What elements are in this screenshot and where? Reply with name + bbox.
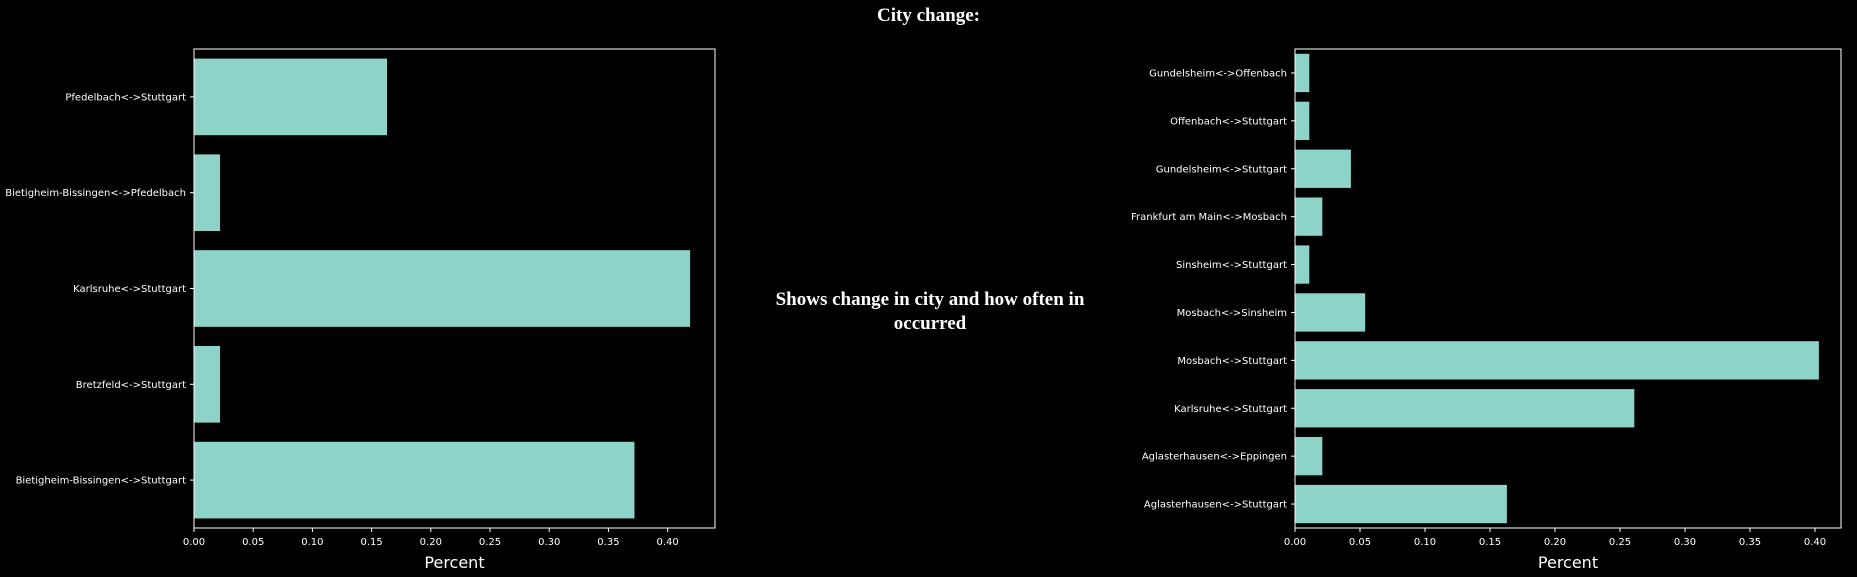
right-bar bbox=[1295, 245, 1310, 284]
left-y-tick-label: Bietigheim-Bissingen<->Stuttgart bbox=[16, 476, 187, 487]
right-y-tick-label: Aglasterhausen<->Eppingen bbox=[1142, 452, 1287, 463]
left-bar bbox=[194, 345, 221, 423]
left-x-tick-label: 0.00 bbox=[183, 537, 205, 548]
left-y-tick-label: Karlsruhe<->Stuttgart bbox=[73, 284, 186, 295]
right-x-tick-label: 0.40 bbox=[1804, 537, 1826, 548]
left-bar-chart: Bietigheim-Bissingen<->Stuttgart Bretzfel… bbox=[5, 48, 716, 572]
right-bar bbox=[1295, 436, 1323, 476]
right-bar bbox=[1295, 149, 1351, 188]
left-bar bbox=[194, 58, 388, 136]
left-x-tick-label: 0.15 bbox=[360, 537, 382, 548]
left-y-tick-label: Bretzfeld<->Stuttgart bbox=[76, 380, 186, 391]
right-bar bbox=[1295, 197, 1323, 236]
right-x-tick-label: 0.05 bbox=[1349, 537, 1371, 548]
left-x-tick-label: 0.20 bbox=[420, 537, 442, 548]
right-y-tick-label: Offenbach<->Stuttgart bbox=[1170, 116, 1287, 127]
right-bar bbox=[1295, 101, 1310, 141]
right-x-axis-label: Percent bbox=[1538, 553, 1598, 572]
right-bar bbox=[1295, 53, 1310, 93]
right-x-tick-label: 0.20 bbox=[1544, 537, 1566, 548]
right-y-tick-label: Gundelsheim<->Stuttgart bbox=[1156, 164, 1287, 175]
right-bar-chart: Aglasterhausen<->Stuttgart Aglasterhausen… bbox=[1131, 48, 1842, 572]
left-bar bbox=[194, 441, 635, 519]
right-y-tick-label: Karlsruhe<->Stuttgart bbox=[1174, 404, 1287, 415]
right-axes-frame bbox=[1294, 48, 1842, 529]
page-title: City change: bbox=[877, 5, 980, 26]
right-y-tick-label: Gundelsheim<->Offenbach bbox=[1149, 68, 1287, 79]
right-x-tick-label: 0.35 bbox=[1739, 537, 1761, 548]
right-x-tick-label: 0.30 bbox=[1674, 537, 1696, 548]
right-x-tick-label: 0.00 bbox=[1284, 537, 1306, 548]
left-x-tick-label: 0.25 bbox=[479, 537, 501, 548]
left-x-tick-label: 0.40 bbox=[657, 537, 679, 548]
left-x-tick-label: 0.10 bbox=[301, 537, 323, 548]
right-y-tick-label: Sinsheim<->Stuttgart bbox=[1176, 260, 1287, 271]
right-x-tick-label: 0.15 bbox=[1479, 537, 1501, 548]
right-bar bbox=[1295, 293, 1366, 332]
right-x-tick-label: 0.10 bbox=[1414, 537, 1436, 548]
left-bar bbox=[194, 154, 221, 232]
right-bar bbox=[1295, 484, 1507, 524]
left-x-tick-label: 0.30 bbox=[538, 537, 560, 548]
left-y-tick-label: Pfedelbach<->Stuttgart bbox=[65, 92, 186, 103]
right-y-tick-label: Aglasterhausen<->Stuttgart bbox=[1144, 500, 1287, 511]
right-y-tick-label: Mosbach<->Sinsheim bbox=[1177, 308, 1287, 319]
left-bar bbox=[194, 250, 691, 327]
right-bar bbox=[1295, 341, 1819, 380]
chart-caption: Shows change in city and how often in oc… bbox=[775, 289, 1085, 334]
left-x-axis-label: Percent bbox=[424, 553, 484, 572]
left-x-tick-label: 0.05 bbox=[242, 537, 264, 548]
left-y-tick-label: Bietigheim-Bissingen<->Pfedelbach bbox=[5, 188, 186, 199]
right-y-tick-label: Mosbach<->Stuttgart bbox=[1177, 356, 1287, 367]
right-x-tick-label: 0.25 bbox=[1609, 537, 1631, 548]
right-y-tick-label: Frankfurt am Main<->Mosbach bbox=[1131, 212, 1287, 223]
left-x-tick-label: 0.35 bbox=[597, 537, 619, 548]
right-bar bbox=[1295, 389, 1635, 428]
